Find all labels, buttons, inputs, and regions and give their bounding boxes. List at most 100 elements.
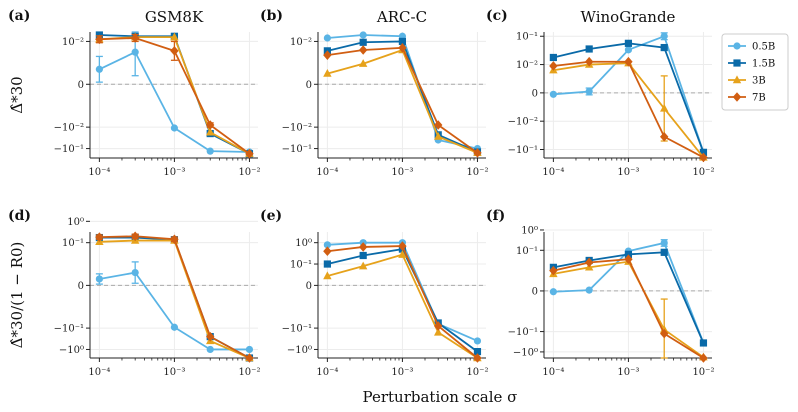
data-point-7B bbox=[584, 257, 594, 268]
y-tick-label: 10⁰ bbox=[521, 225, 538, 236]
legend-label: 0.5B bbox=[752, 42, 775, 53]
y-tick-label: 0 bbox=[306, 281, 312, 292]
y-tick-label: −10⁰ bbox=[59, 345, 84, 356]
legend-marker bbox=[732, 75, 742, 84]
legend-marker bbox=[733, 42, 741, 50]
data-point-0.5B bbox=[206, 147, 214, 155]
y-tick-label: 0 bbox=[306, 80, 312, 91]
data-point-7B bbox=[323, 50, 332, 60]
data-point-3B bbox=[170, 32, 179, 41]
x-tick-label: 10⁻² bbox=[238, 367, 260, 378]
y-tick-label: 0 bbox=[78, 80, 84, 91]
series-7B bbox=[95, 33, 254, 159]
data-point-7B bbox=[434, 120, 443, 130]
x-axis-label: Perturbation scale σ bbox=[363, 388, 518, 406]
y-tick-label: −10⁻¹ bbox=[508, 145, 538, 156]
data-point-7B bbox=[699, 353, 708, 363]
data-point-3B bbox=[323, 271, 332, 280]
panel-label: (f) bbox=[486, 208, 505, 224]
data-point-7B bbox=[398, 241, 407, 251]
panel-label: (d) bbox=[8, 208, 31, 224]
data-point-1.5B bbox=[624, 250, 633, 258]
data-point-1.5B bbox=[473, 347, 482, 356]
x-tick-label: 10⁻² bbox=[692, 367, 714, 378]
x-tick-label: 10⁻² bbox=[692, 167, 714, 178]
data-point-0.5B bbox=[585, 286, 593, 294]
y-tick-label: 10⁻² bbox=[62, 37, 84, 48]
data-point-7B bbox=[549, 61, 558, 71]
y-tick-label: 10⁻² bbox=[290, 37, 312, 48]
x-tick-label: 10⁻³ bbox=[617, 167, 639, 178]
data-point-0.5B bbox=[473, 337, 482, 345]
y-axis-label: Δ̂*30/(1 − R0) bbox=[8, 242, 26, 349]
y-tick-label: −10⁻¹ bbox=[54, 324, 84, 335]
legend-marker bbox=[732, 92, 742, 102]
data-point-7B bbox=[130, 33, 140, 43]
data-point-1.5B bbox=[585, 45, 593, 53]
data-point-0.5B bbox=[585, 87, 593, 96]
x-tick-label: 10⁻⁴ bbox=[316, 367, 338, 378]
data-point-7B bbox=[660, 328, 669, 339]
data-point-7B bbox=[206, 120, 215, 130]
data-point-7B bbox=[624, 254, 633, 265]
data-point-3B bbox=[323, 68, 332, 77]
y-tick-label: −10⁻² bbox=[54, 123, 84, 134]
data-point-0.5B bbox=[206, 345, 214, 354]
data-point-1.5B bbox=[323, 260, 331, 268]
data-point-0.5B bbox=[323, 34, 331, 42]
legend-label: 3B bbox=[752, 76, 766, 87]
data-point-7B bbox=[245, 353, 254, 363]
data-point-7B bbox=[660, 131, 669, 142]
data-point-0.5B bbox=[359, 31, 367, 39]
y-tick-label: −10⁻² bbox=[508, 117, 538, 128]
data-point-7B bbox=[170, 234, 179, 245]
data-point-7B bbox=[584, 56, 594, 67]
data-point-0.5B bbox=[624, 46, 633, 54]
data-point-3B bbox=[434, 131, 443, 140]
data-point-1.5B bbox=[549, 53, 557, 62]
data-point-3B bbox=[398, 250, 407, 258]
x-tick-label: 10⁻³ bbox=[391, 167, 413, 178]
x-tick-label: 10⁻⁴ bbox=[88, 367, 110, 378]
panel-b: 10⁻⁴ 10⁻³ 10⁻² 10⁻² 0 −10⁻² −10⁻¹ (b) ARC-C bbox=[260, 8, 488, 178]
data-point-0.5B bbox=[131, 268, 139, 277]
data-point-0.5B bbox=[549, 90, 557, 98]
y-axis-label: Δ̂*30 bbox=[8, 76, 26, 113]
x-tick-label: 10⁻² bbox=[238, 167, 260, 178]
data-point-7B bbox=[434, 321, 443, 331]
y-tick-label: 10⁻¹ bbox=[516, 32, 538, 43]
y-tick-label: 10⁻¹ bbox=[290, 260, 312, 271]
panel-f: 10⁻⁴ 10⁻³ 10⁻² 10⁰ 10⁻¹ 0 −10⁻¹ −10⁰ (f) bbox=[486, 208, 714, 378]
series-7B bbox=[95, 231, 254, 363]
panel-title: WinoGrande bbox=[581, 8, 676, 26]
data-point-7B bbox=[549, 265, 558, 276]
data-point-1.5B bbox=[398, 37, 407, 46]
y-tick-label: −10⁻² bbox=[282, 123, 312, 134]
y-tick-label: −10⁻¹ bbox=[508, 327, 538, 338]
y-tick-label: −10⁻¹ bbox=[282, 324, 312, 335]
panel-label: (a) bbox=[8, 8, 30, 24]
data-point-1.5B bbox=[660, 248, 668, 256]
x-tick-label: 10⁻³ bbox=[617, 367, 639, 378]
series-0.5B bbox=[95, 261, 254, 354]
panel-label: (b) bbox=[260, 8, 283, 24]
panel-label: (e) bbox=[260, 208, 282, 224]
x-tick-label: 10⁻³ bbox=[391, 367, 413, 378]
data-point-0.5B bbox=[170, 323, 179, 331]
series-7B bbox=[323, 241, 482, 363]
x-tick-label: 10⁻⁴ bbox=[316, 167, 338, 178]
data-point-7B bbox=[473, 353, 482, 363]
data-point-0.5B bbox=[660, 32, 668, 40]
data-point-7B bbox=[170, 46, 179, 56]
data-point-1.5B bbox=[699, 339, 708, 347]
panel-a: 10⁻⁴ 10⁻³ 10⁻² 10⁻² 0 −10⁻² −10⁻¹ (a) GSM8K Δ̂*30 bbox=[8, 8, 260, 178]
y-tick-label: 0 bbox=[532, 286, 538, 297]
x-tick-label: 10⁻⁴ bbox=[88, 167, 110, 178]
data-point-1.5B bbox=[359, 251, 367, 260]
data-point-7B bbox=[699, 152, 708, 163]
data-point-1.5B bbox=[624, 39, 633, 47]
y-tick-label: −10⁻¹ bbox=[54, 144, 84, 155]
data-point-1.5B bbox=[699, 148, 708, 156]
y-tick-label: 0 bbox=[532, 88, 538, 99]
